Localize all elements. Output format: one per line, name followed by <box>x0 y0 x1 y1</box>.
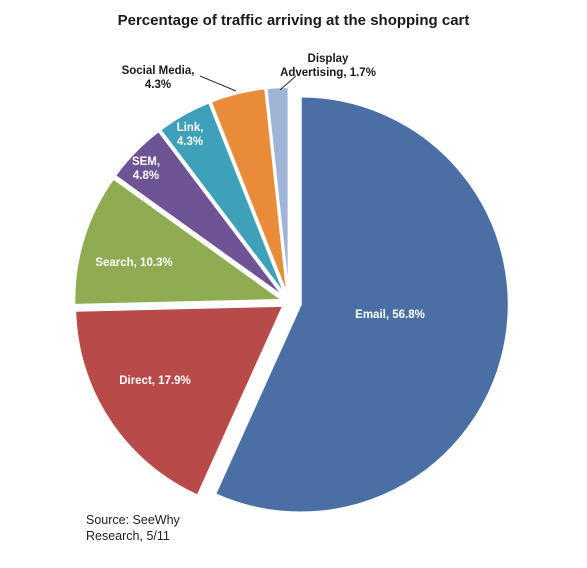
leader-line-social-media <box>199 75 237 92</box>
pie-slice-email <box>213 95 510 514</box>
slice-label-line: Advertising, 1.7% <box>280 67 376 79</box>
pie-slice-display-advertising <box>265 86 290 296</box>
slice-label-line: Direct, 17.9% <box>119 375 191 387</box>
slice-label-line: Email, 56.8% <box>355 309 425 321</box>
slice-label-direct: Direct, 17.9% <box>119 375 191 387</box>
slice-label-email: Email, 56.8% <box>355 309 425 321</box>
source-note: Source: SeeWhy Research, 5/11 <box>86 513 180 543</box>
slice-label-line: Search, 10.3% <box>95 257 172 269</box>
slice-label-search: Search, 10.3% <box>95 257 172 269</box>
slice-label-line: 4.8% <box>133 170 159 182</box>
pie-slice-direct <box>74 304 285 497</box>
slice-label-line: 4.3% <box>177 136 203 148</box>
pie-slice-sem <box>113 129 285 298</box>
slice-label-line: Social Media, <box>122 65 195 77</box>
pie-slice-search <box>73 177 286 306</box>
slice-label-line: Link, <box>177 122 204 134</box>
slice-label-display-advertising: Display Advertising, 1.7% <box>280 53 376 79</box>
slice-label-line: Display <box>308 53 350 65</box>
slice-label-line: 4.3% <box>145 79 171 91</box>
slice-label-link: Link, 4.3% <box>177 122 204 148</box>
pie-slice-social-media <box>209 87 289 296</box>
pie-slice-link <box>158 101 287 297</box>
slice-label-social-media: Social Media, 4.3% <box>122 65 195 91</box>
slice-label-sem: SEM, 4.8% <box>132 156 160 182</box>
leader-line-display-advertising <box>279 75 297 91</box>
chart-title: Percentage of traffic arriving at the sh… <box>117 12 470 29</box>
slice-label-line: SEM, <box>132 156 160 168</box>
